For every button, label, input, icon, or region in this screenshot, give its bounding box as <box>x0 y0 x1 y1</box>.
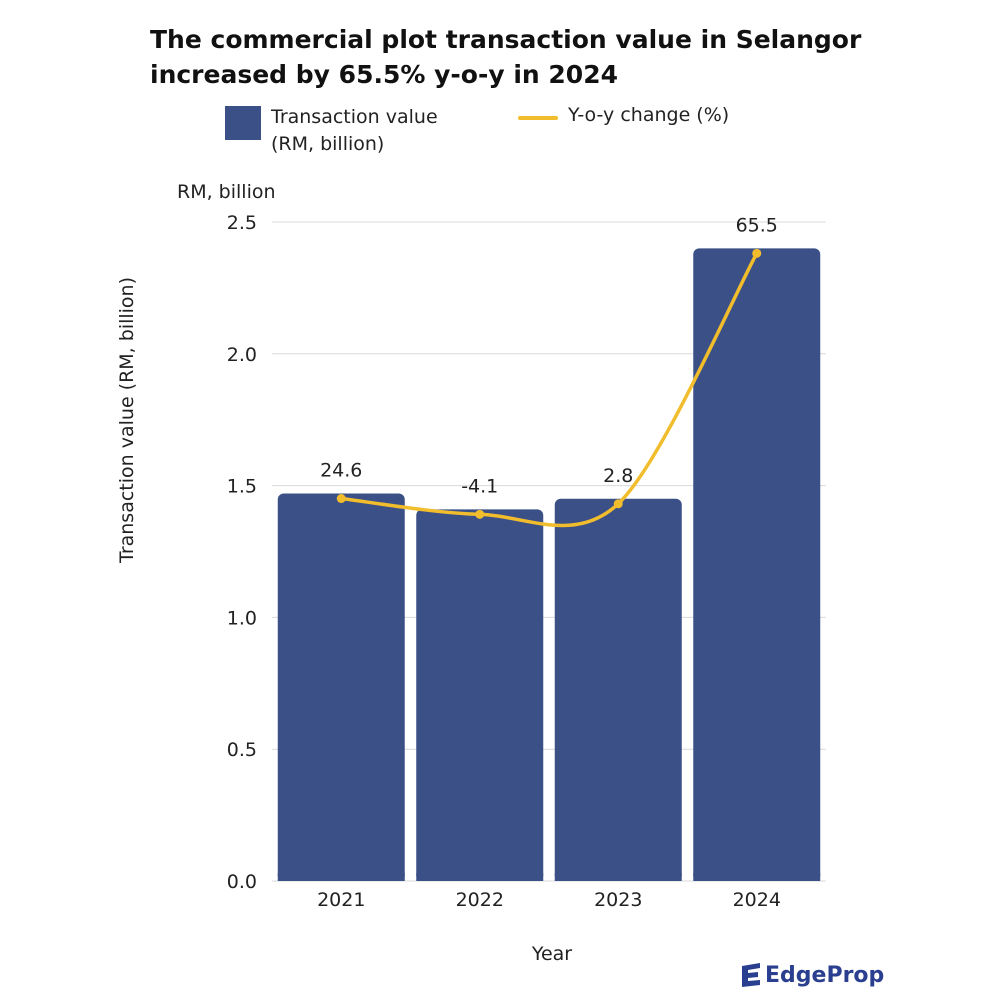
y-tick-label: 1.5 <box>227 476 257 498</box>
yoy-data-label: 2.8 <box>603 465 633 487</box>
x-tick-label: 2022 <box>456 889 504 911</box>
chart-title-line-1: The commercial plot transaction value in… <box>150 25 862 54</box>
yoy-data-label: 24.6 <box>320 460 362 482</box>
bar-2023 <box>554 498 682 881</box>
legend-swatch-bar <box>225 106 261 140</box>
y-unit-label: RM, billion <box>177 181 276 203</box>
edgeprop-logo-icon <box>742 963 760 987</box>
y-tick-label: 0.0 <box>227 871 257 893</box>
yoy-data-label: -4.1 <box>461 475 498 497</box>
chart-title: The commercial plot transaction value in… <box>150 22 910 92</box>
yoy-line <box>339 251 759 528</box>
y-tick-label: 0.5 <box>227 739 257 761</box>
bar-series <box>277 248 821 882</box>
bar-base-2021 <box>277 873 405 881</box>
y-axis-title: Transaction value (RM, billion) <box>116 277 138 564</box>
yoy-point-2021 <box>336 494 346 504</box>
x-axis-title: Year <box>531 943 572 965</box>
labels: 0.0 0.5 1.0 1.5 2.0 2.5 2021 2022 2023 2024 24.6 -4… <box>227 212 781 911</box>
yoy-point-2024 <box>752 248 762 258</box>
bar-base-2024 <box>693 873 821 881</box>
legend-label-transaction-value: Transaction value (RM, billion) <box>271 106 438 155</box>
x-tick-label: 2023 <box>594 889 642 911</box>
bar-2022 <box>416 509 544 881</box>
bar-2021 <box>277 493 405 881</box>
bar-base-2023 <box>554 873 682 881</box>
edgeprop-logo-text: EdgeProp <box>765 962 885 988</box>
legend-item-transaction-value: Transaction value (RM, billion) <box>225 104 438 158</box>
legend-item-yoy-change: Y-o-y change (%) <box>518 102 729 129</box>
yoy-point-2023 <box>613 499 623 509</box>
x-tick-label: 2024 <box>733 889 781 911</box>
legend-swatch-line <box>518 116 558 120</box>
y-tick-label: 2.5 <box>227 212 257 234</box>
x-tick-label: 2021 <box>317 889 365 911</box>
legend-label-yoy-change: Y-o-y change (%) <box>568 104 730 126</box>
chart-title-line-2: increased by 65.5% y-o-y in 2024 <box>150 60 618 89</box>
bar-2024 <box>693 248 821 882</box>
bar-base-2022 <box>416 873 544 881</box>
y-tick-label: 1.0 <box>227 607 257 629</box>
y-tick-label: 2.0 <box>227 344 257 366</box>
line-series <box>336 248 762 528</box>
yoy-data-label: 65.5 <box>736 214 778 236</box>
edgeprop-logo: EdgeProp <box>740 962 884 988</box>
yoy-point-2022 <box>475 509 485 519</box>
